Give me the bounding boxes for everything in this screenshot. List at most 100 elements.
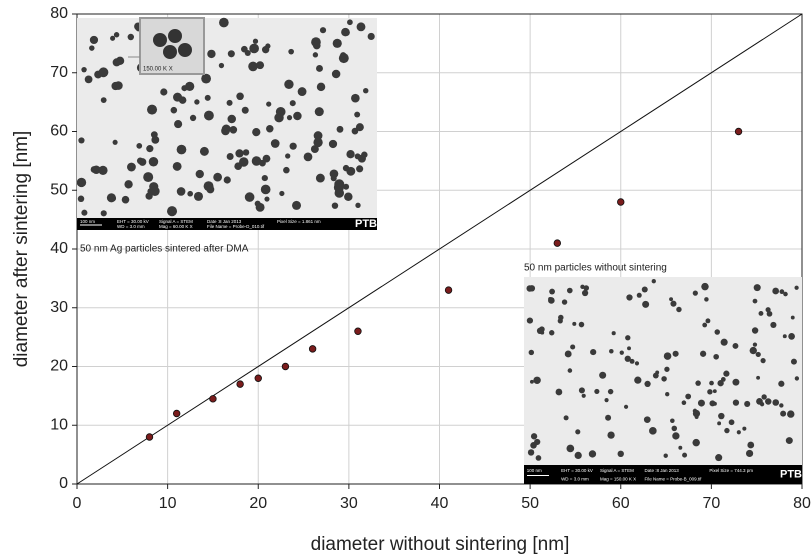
footer-text: File Name = Probe-D_010.tif [207,224,265,229]
particle [787,410,795,418]
particle [548,296,553,301]
particle [588,450,597,458]
particle [244,192,255,202]
particle [770,321,777,329]
particle [529,379,534,384]
particle [697,399,705,407]
particle [709,400,716,407]
particle [695,380,701,386]
particle [194,99,200,105]
particle [235,149,244,158]
particle [692,408,698,414]
particle [713,353,719,360]
particle [634,376,642,384]
particle [351,93,360,103]
inset-image: 100 nm EHT = 30.00 kV Signal A = STEM Date … [76,17,377,230]
particle [241,106,249,114]
particle [723,370,730,377]
particle [78,137,85,144]
particle [293,111,302,121]
footer-text: Signal A = STEM [159,219,193,224]
particle [172,161,182,171]
particle [251,156,262,166]
footer-text: File Name = Probe-B_009.tif [644,476,702,481]
point [172,409,181,418]
x-tick-label: 70 [702,495,720,512]
particle [89,45,95,51]
particle [331,69,341,79]
particle [772,287,780,295]
footer-text: WD = 3.0 mm [117,224,145,229]
diagonal-line [76,13,803,485]
particle [315,173,325,183]
particle [728,419,735,426]
particle [283,166,290,174]
particle [788,333,795,340]
particle [189,114,197,122]
point [734,127,743,136]
particle [692,438,700,447]
particle [355,202,361,208]
particle [361,151,368,158]
particle [785,437,793,445]
particle [643,416,651,424]
particle [607,388,614,395]
x-tick-label: 40 [431,495,449,512]
particle [106,193,116,203]
particle [153,33,167,47]
particle [147,104,158,115]
point [444,286,453,294]
inset-image: 100 nm EHT = 30.00 kV Signal A = STEM Date … [524,277,802,484]
particle [720,338,728,346]
particle [221,126,230,136]
particle [663,453,668,458]
particle [249,43,259,54]
particle [718,412,725,420]
particle [581,289,589,297]
particle [176,187,186,196]
particle [527,449,535,456]
particle [363,87,369,94]
particle [736,430,741,435]
y-tick-label: 30 [50,299,68,316]
footer-text: Date :8 Jan 2013 [207,219,242,224]
particle [195,169,204,179]
point [308,345,317,353]
particle [124,180,133,189]
particle [136,143,143,149]
particle [664,366,670,372]
particle [753,284,761,292]
y-tick-label: 20 [50,358,68,375]
particle [151,135,160,144]
particle [644,380,651,388]
particle [528,349,535,356]
y-tick-label: 40 [50,240,68,257]
particle [256,61,265,70]
particle [289,142,297,150]
particle [625,335,631,341]
particle [549,288,555,295]
x-tick-label: 80 [793,495,811,512]
particle [112,139,118,145]
particle [732,378,740,386]
particle [724,427,730,434]
particle [624,355,631,362]
particle [574,451,582,460]
particle [665,392,670,397]
x-tick-label: 20 [249,495,267,512]
inset-footer [524,465,802,484]
particle [549,330,555,336]
footer-text: EHT = 30.00 kV [561,468,593,473]
particle [751,327,759,334]
particle [779,403,784,408]
particle [594,388,600,395]
particle [178,43,192,57]
particle [567,368,573,373]
particle [127,162,136,172]
particle [617,450,624,458]
particle [181,85,188,92]
particle [279,190,285,197]
y-tick-label: 60 [50,123,68,140]
particle [98,67,109,78]
